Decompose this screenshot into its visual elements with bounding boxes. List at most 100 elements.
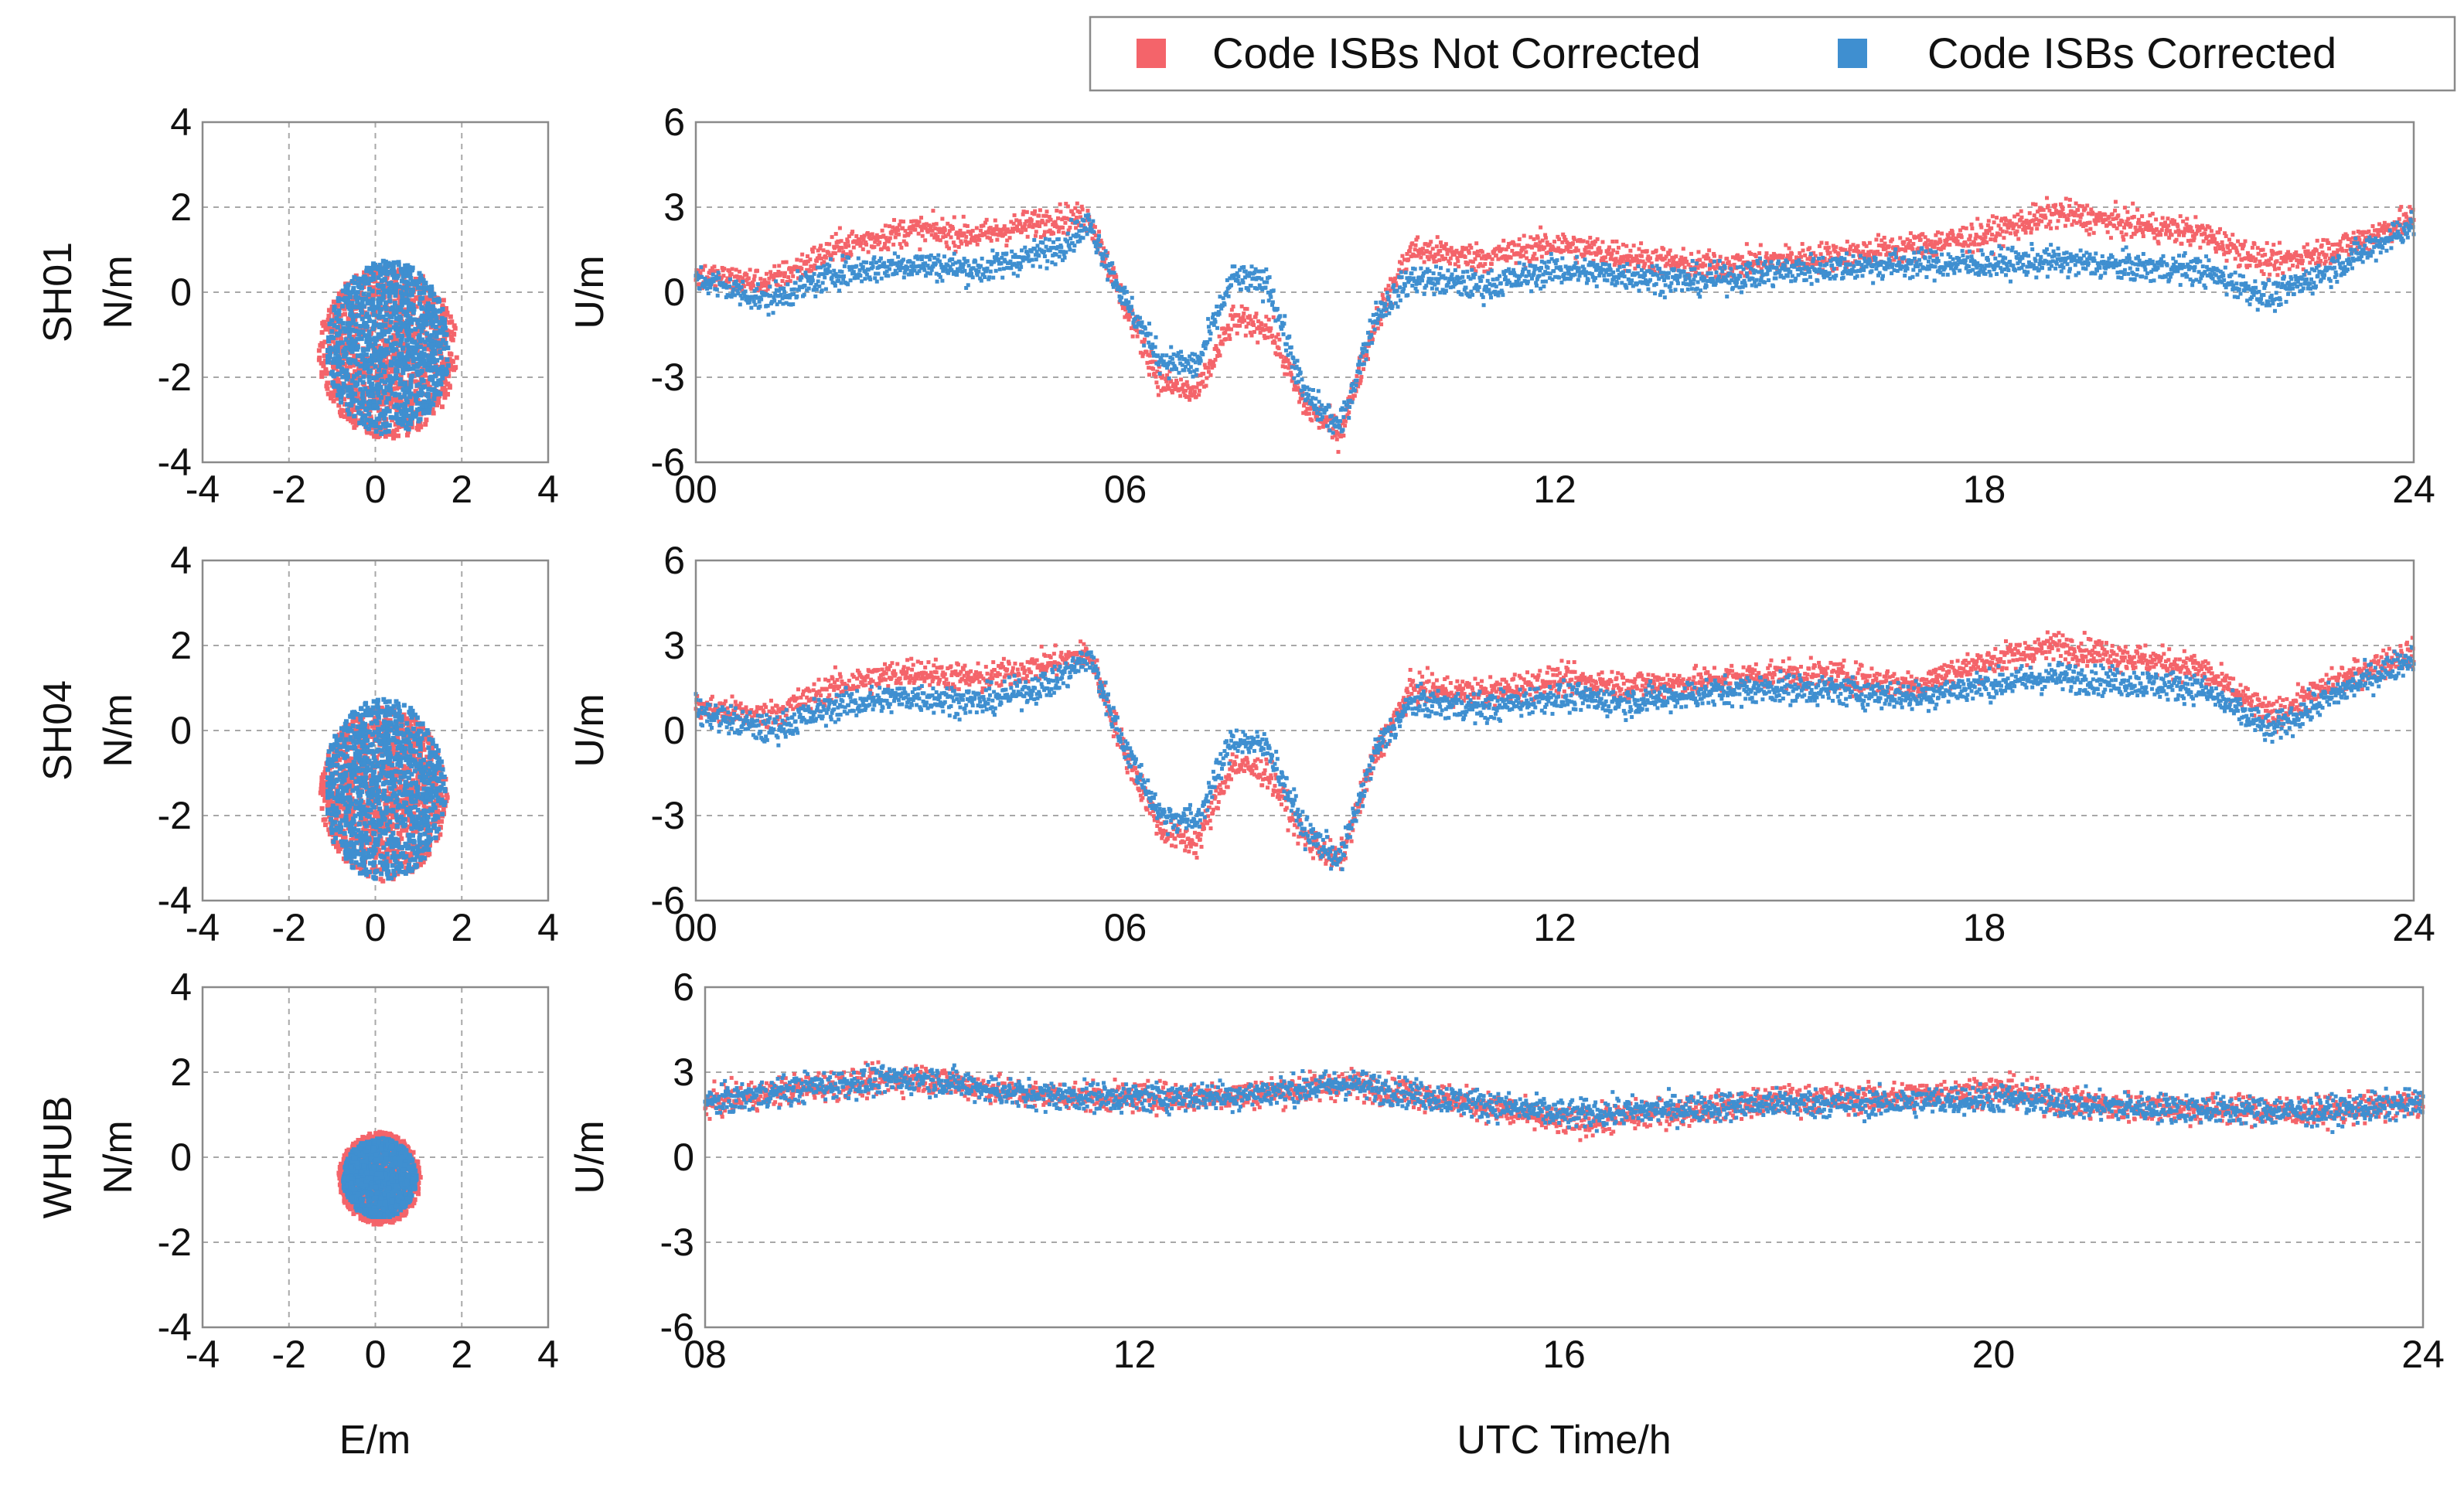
data-point (356, 332, 362, 337)
data-point (346, 411, 352, 417)
data-point (381, 408, 387, 414)
data-point (325, 380, 330, 386)
data-point (404, 318, 410, 324)
data-point (378, 346, 383, 351)
data-point (1063, 220, 1068, 225)
data-point (1355, 373, 1359, 378)
data-point (418, 411, 424, 417)
data-point (704, 280, 709, 284)
data-point (1351, 397, 1355, 401)
data-point (371, 396, 377, 401)
data-point (391, 274, 397, 280)
data-point (441, 332, 447, 337)
data-point (1927, 250, 1931, 254)
data-point (1876, 243, 1881, 247)
data-point (2337, 243, 2342, 247)
data-point (911, 223, 915, 228)
data-point (325, 391, 331, 397)
data-point (1594, 251, 1599, 256)
data-point (1244, 325, 1249, 329)
data-point (1627, 254, 1631, 258)
data-point (404, 264, 409, 269)
data-point (717, 276, 721, 281)
data-point (1932, 245, 1937, 250)
data-point (1495, 247, 1500, 251)
data-point (1845, 260, 1850, 264)
data-point (385, 284, 390, 289)
data-point (1434, 244, 1439, 249)
data-point (2091, 212, 2095, 216)
data-point (710, 266, 714, 271)
data-point (2392, 220, 2397, 224)
data-point (2344, 248, 2349, 253)
data-point (2184, 222, 2189, 226)
data-point (359, 336, 364, 342)
data-point (339, 340, 345, 346)
data-point (383, 434, 388, 439)
data-point (1516, 252, 1521, 257)
data-point (730, 267, 734, 271)
data-point (896, 232, 901, 237)
data-point (2216, 243, 2220, 247)
data-point (2016, 212, 2020, 216)
data-point (736, 291, 741, 296)
data-point (428, 306, 434, 312)
data-point (328, 346, 333, 351)
data-point (776, 269, 781, 274)
data-point (2148, 213, 2152, 218)
data-point (377, 335, 382, 340)
data-point (884, 236, 888, 240)
data-point (2191, 238, 2196, 243)
data-point (924, 226, 929, 230)
data-point (1703, 257, 1708, 261)
data-point (363, 296, 369, 301)
data-point (387, 423, 392, 428)
data-point (391, 435, 397, 441)
data-point (826, 250, 831, 255)
data-point (372, 348, 377, 353)
data-point (1014, 226, 1018, 231)
data-point (370, 337, 375, 342)
data-point (2316, 256, 2321, 261)
data-point (444, 329, 449, 334)
data-point (346, 333, 352, 339)
data-point (918, 247, 922, 252)
data-point (376, 302, 381, 308)
data-point (1955, 242, 1959, 247)
data-point (833, 246, 837, 250)
data-point (1514, 261, 1518, 265)
data-point (2263, 252, 2268, 257)
data-point (382, 342, 387, 347)
data-point (879, 247, 884, 251)
data-point (711, 272, 715, 277)
data-point (2080, 213, 2084, 217)
data-point (393, 293, 398, 298)
data-point (1649, 261, 1654, 266)
data-point (1385, 302, 1390, 307)
data-point (341, 325, 346, 331)
data-point (1833, 249, 1838, 254)
data-point (2300, 261, 2305, 266)
data-point (1184, 395, 1188, 400)
data-point (917, 220, 922, 224)
data-point (1828, 250, 1832, 255)
data-point (1463, 254, 1467, 259)
data-point (2300, 258, 2305, 263)
data-point (1252, 329, 1256, 334)
data-point (2241, 246, 2245, 250)
data-point (380, 258, 386, 264)
data-point (1141, 352, 1146, 356)
data-point (729, 272, 734, 277)
data-point (1218, 353, 1222, 358)
data-point (358, 290, 363, 295)
data-point (2132, 214, 2136, 219)
data-point (2220, 244, 2225, 248)
data-point (338, 318, 343, 323)
data-point (1274, 353, 1279, 357)
data-point (2179, 241, 2184, 246)
data-point (2284, 259, 2288, 264)
data-point (446, 373, 452, 379)
data-point (355, 381, 360, 387)
y-tick-label: 2 (170, 186, 192, 229)
data-point (953, 244, 957, 248)
